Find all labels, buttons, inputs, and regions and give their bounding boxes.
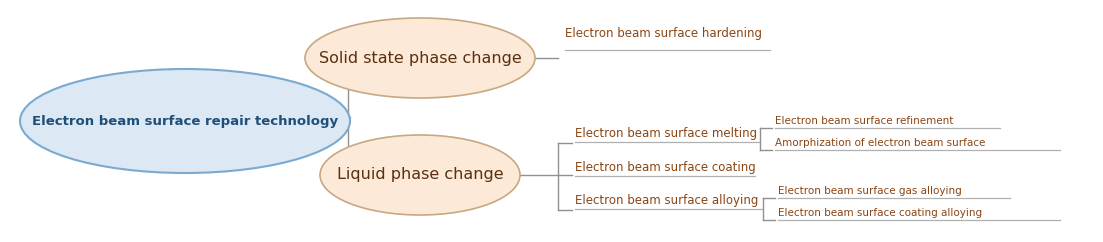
Text: Electron beam surface coating alloying: Electron beam surface coating alloying [778, 208, 982, 218]
Text: Solid state phase change: Solid state phase change [319, 51, 522, 66]
Text: Electron beam surface refinement: Electron beam surface refinement [775, 116, 953, 126]
Text: Electron beam surface hardening: Electron beam surface hardening [565, 27, 762, 40]
Ellipse shape [20, 69, 350, 173]
Text: Electron beam surface melting: Electron beam surface melting [575, 127, 757, 140]
Text: Electron beam surface coating: Electron beam surface coating [575, 161, 756, 174]
Text: Electron beam surface repair technology: Electron beam surface repair technology [32, 114, 338, 128]
Text: Electron beam surface alloying: Electron beam surface alloying [575, 194, 759, 207]
Text: Electron beam surface gas alloying: Electron beam surface gas alloying [778, 186, 962, 196]
Text: Amorphization of electron beam surface: Amorphization of electron beam surface [775, 138, 985, 148]
Text: Liquid phase change: Liquid phase change [336, 167, 503, 182]
Ellipse shape [306, 18, 535, 98]
Ellipse shape [320, 135, 520, 215]
